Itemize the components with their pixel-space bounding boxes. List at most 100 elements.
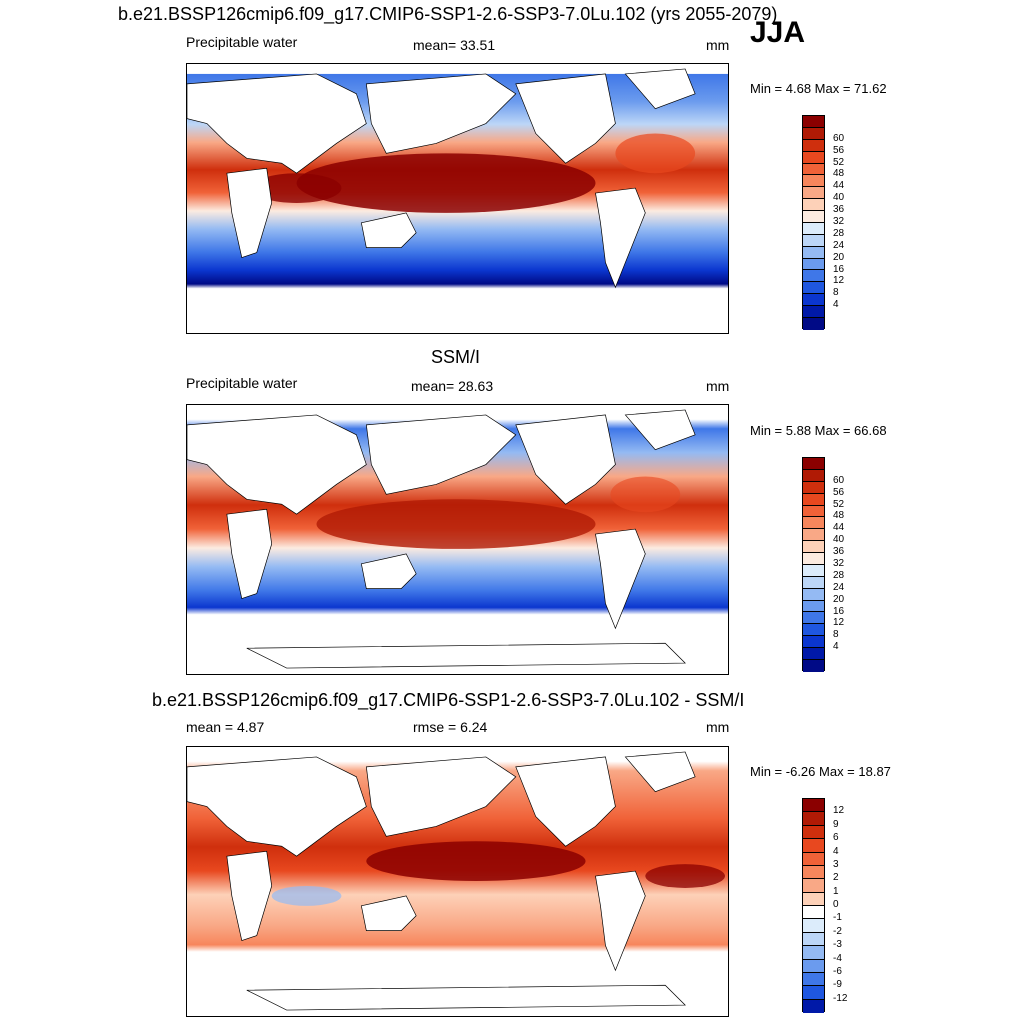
panel2-colorbar-tick-label: 40 [833,534,845,546]
panel3-colorbar-swatch [803,852,824,866]
panel3-colorbar-swatch [803,812,824,826]
panel2-colorbar-swatch [803,648,824,660]
panel1-colorbar-swatch [803,163,824,176]
panel2-colorbar-swatch [803,458,824,470]
panel2-colorbar-swatch [803,612,824,625]
panel1-colorbar-tick-label: 56 [833,144,845,156]
panel3-colorbar-tick-label: -6 [833,965,842,977]
panel3-rmse-label: rmse = [413,719,457,735]
panel2-colorbar-tick-label: 60 [833,474,845,486]
panel1-colorbar-swatch [803,211,824,223]
panel1-colorbar-tick-label: 32 [833,216,845,227]
panel1-colorbar-tick-label: 44 [833,180,845,192]
panel3-colorbar-tick-label: -12 [833,992,848,1004]
panel3-colorbar-tick-label: -4 [833,952,842,964]
panel1-colorbar-swatch [803,175,824,188]
panel3-colorbar-swatch [803,906,824,920]
season-label: JJA [750,16,806,49]
panel3-colorbar-tick-label: -9 [833,979,842,991]
panel2-variable-label: Precipitable water [186,375,298,391]
panel1-colorbar-swatch [803,222,824,235]
panel1-colorbar-tick-label: 52 [833,156,845,168]
panel1-colorbar [802,115,825,330]
panel1-colorbar-swatch [803,258,824,271]
panel1-colorbar-swatch [803,234,824,247]
panel2-colorbar-tick-label: 20 [833,593,845,605]
panel2-colorbar-swatch [803,624,824,637]
panel2-colorbar-tick-label: 24 [833,581,845,593]
panel2-colorbar-swatch [803,517,824,530]
panel2-colorbar-tick-label: 4 [833,641,839,653]
panel1-colorbar-tick-label: 36 [833,204,845,216]
panel2-mean: mean= 28.63 [411,378,493,394]
panel1-colorbar-swatch [803,116,824,128]
panel3-colorbar-swatch [803,972,824,987]
panel3-colorbar-tick-label: 6 [833,832,839,844]
panel3-colorbar-swatch [803,879,824,893]
panel3-colorbar-swatch [803,839,824,853]
panel1-colorbar-swatch [803,127,824,140]
panel1-colorbar-tick-label: 24 [833,239,845,251]
panel1-title: b.e21.BSSP126cmip6.f09_g17.CMIP6-SSP1-2.… [118,4,778,24]
panel2-colorbar-tick-label: 36 [833,546,845,558]
panel2-colorbar-swatch [803,564,824,577]
panel2-map [186,404,729,675]
panel2-colorbar-swatch [803,505,824,518]
panel1-colorbar-swatch [803,294,824,306]
panel2-colorbar-swatch [803,529,824,542]
panel3-colorbar-tick-label: -3 [833,939,842,951]
panel3-map [186,746,729,1017]
panel2-colorbar-tick-label: 28 [833,569,845,581]
panel3-colorbar-swatch [803,865,824,880]
panel2-colorbar-swatch [803,541,824,553]
panel2-colorbar-swatch [803,493,824,506]
panel3-title: b.e21.BSSP126cmip6.f09_g17.CMIP6-SSP1-2.… [152,690,745,710]
panel1-colorbar-tick-label: 60 [833,132,845,144]
panel2-colorbar-swatch [803,659,824,672]
panel1-colorbar-swatch [803,151,824,164]
panel2-colorbar-tick-label: 48 [833,510,845,522]
panel3-colorbar-swatch [803,892,824,906]
panel2-units: mm [706,378,730,394]
panel3-colorbar-tick-label: -1 [833,912,842,924]
panel3-colorbar-tick-label: 9 [833,818,839,830]
panel3-colorbar-tick-label: 4 [833,845,839,857]
panel1-colorbar-tick-label: 40 [833,192,845,204]
panel1-map [186,63,729,334]
panel2-colorbar-tick-label: 44 [833,522,845,534]
panel2-colorbar [802,457,825,672]
panel1-colorbar-swatch [803,270,824,283]
panel1-mean-value: 33.51 [460,37,496,53]
panel3-colorbar-swatch [803,919,824,933]
panel3-colorbar-swatch [803,999,824,1013]
panel3-colorbar-tick-label: 1 [833,885,839,897]
panel3-units: mm [706,719,730,735]
panel3-colorbar-swatch [803,825,824,840]
panel3-rmse-value: 6.24 [460,719,488,735]
panel3-mean: mean = 4.87 [186,719,265,735]
panel1-colorbar-tick-label: 8 [833,287,839,299]
panel3-colorbar-tick-label: 2 [833,872,839,884]
panel3-colorbar-tick-label: 0 [833,899,839,910]
panel2-colorbar-swatch [803,481,824,494]
panel3-colorbar-tick-label: 3 [833,858,839,870]
panel1-colorbar-tick-label: 48 [833,168,845,180]
panel2-colorbar-swatch [803,588,824,601]
panel2-colorbar-swatch [803,576,824,589]
panel1-colorbar-tick-label: 16 [833,263,845,275]
panel3-colorbar-swatch [803,959,824,973]
panel2-title: SSM/I [431,347,481,367]
panel2-mean-value: 28.63 [458,378,494,394]
panel1-mean-label: mean= [413,37,457,53]
panel2-colorbar-swatch [803,553,824,565]
panel3-colorbar-swatch [803,799,824,813]
panel1-units: mm [706,37,730,53]
panel1-colorbar-swatch [803,306,824,318]
panel1-colorbar-swatch [803,139,824,152]
panel2-colorbar-swatch [803,636,824,648]
panel1-colorbar-tick-label: 4 [833,299,839,311]
panel2-colorbar-tick-label: 52 [833,498,845,510]
panel2-colorbar-swatch [803,469,824,482]
panel1-colorbar-swatch [803,317,824,330]
panel2-colorbar-tick-label: 8 [833,629,839,641]
